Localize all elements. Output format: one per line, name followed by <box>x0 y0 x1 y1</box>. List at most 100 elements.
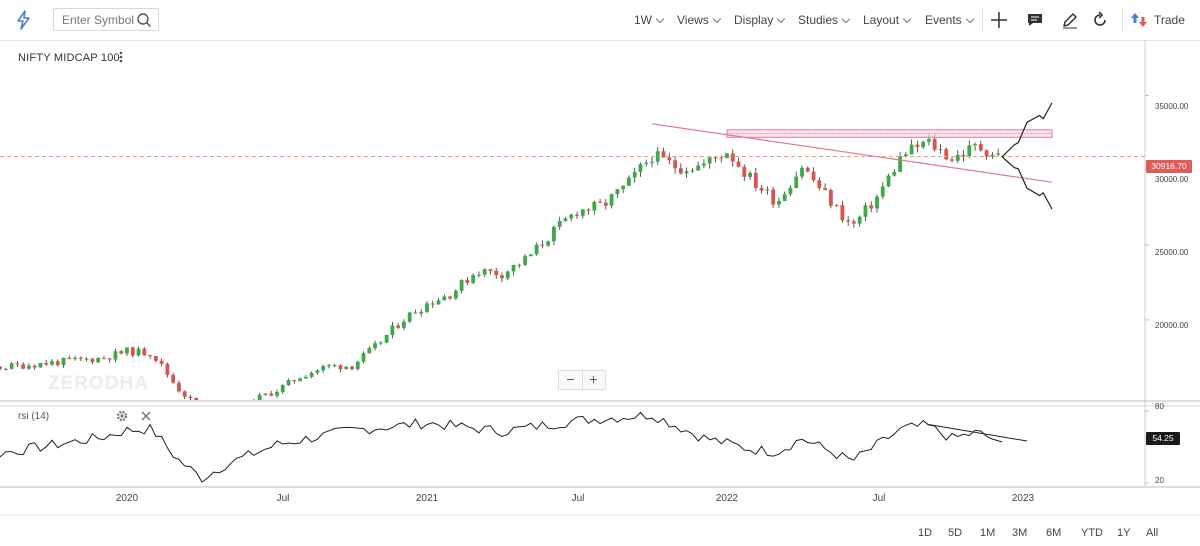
range-5d[interactable]: 5D <box>948 527 963 539</box>
candle-body <box>903 154 908 157</box>
candle-body <box>355 361 360 370</box>
zoom-controls: − + <box>558 370 606 390</box>
candle-body <box>159 360 164 364</box>
pencil-icon[interactable] <box>1060 10 1080 30</box>
candle-body <box>673 160 677 169</box>
candle-body <box>73 357 77 359</box>
symbol-search[interactable] <box>53 8 159 31</box>
range-1d[interactable]: 1D <box>918 527 933 539</box>
display-label: Display <box>734 13 774 27</box>
candle-body <box>921 141 926 148</box>
candle-body <box>915 144 920 148</box>
candle-body <box>194 398 199 400</box>
candle-body <box>96 358 101 363</box>
candle-body <box>736 161 741 167</box>
candle-body <box>61 357 66 366</box>
candle-body <box>955 154 960 161</box>
top-toolbar: 1W Views Display Studies Layout Events T… <box>0 0 1200 41</box>
gear-icon[interactable] <box>115 409 129 423</box>
views-label: Views <box>677 13 709 27</box>
candle-body <box>107 358 112 360</box>
candle-body <box>609 194 614 206</box>
candle-body <box>384 335 389 343</box>
interval-menu[interactable]: 1W <box>634 13 665 27</box>
candle-body <box>50 361 54 365</box>
candle-body <box>788 187 793 195</box>
candle-body <box>9 363 14 369</box>
candle-body <box>753 173 758 189</box>
layout-menu[interactable]: Layout <box>863 13 912 27</box>
close-icon[interactable] <box>139 409 153 423</box>
trade-button[interactable]: Trade <box>1154 13 1185 27</box>
display-menu[interactable]: Display <box>734 13 786 27</box>
trade-arrows-icon[interactable] <box>1129 10 1149 30</box>
candle-body <box>690 170 695 172</box>
candle-body <box>805 167 810 172</box>
candle-body <box>453 290 458 299</box>
candle-body <box>136 348 141 356</box>
refresh-icon[interactable] <box>1090 10 1110 30</box>
search-input[interactable] <box>62 10 134 29</box>
candle-body <box>552 226 556 242</box>
range-ytd[interactable]: YTD <box>1081 527 1103 539</box>
price-tick: 20000.00 <box>1155 321 1189 330</box>
toolbar-divider <box>1122 8 1123 32</box>
candle-body <box>627 177 631 186</box>
candle-body <box>171 374 176 383</box>
interval-label: 1W <box>634 13 652 27</box>
symbol-title[interactable]: NIFTY MIDCAP 100 <box>18 52 120 64</box>
candle-body <box>707 157 712 164</box>
candle-body <box>898 156 902 172</box>
rsi-tick: 20 <box>1155 476 1164 485</box>
candle-body <box>67 357 72 359</box>
zoom-out-button[interactable]: − <box>559 371 583 389</box>
kite-logo-icon[interactable] <box>12 8 36 32</box>
candle-body <box>823 188 827 190</box>
candle-body <box>298 378 302 382</box>
candle-body <box>223 418 227 419</box>
candle-body <box>961 154 966 157</box>
chevron-down-icon <box>655 14 665 24</box>
candle-body <box>235 409 239 418</box>
candle-body <box>696 165 701 171</box>
candle-body <box>927 139 931 142</box>
candle-body <box>350 366 354 370</box>
candle-body <box>84 358 89 360</box>
candle-body <box>448 296 452 299</box>
range-3m[interactable]: 3M <box>1012 527 1028 539</box>
range-1m[interactable]: 1M <box>980 527 996 539</box>
watermark: ZERODHA <box>48 373 149 394</box>
zoom-in-button[interactable]: + <box>589 371 598 387</box>
candle-body <box>494 270 499 276</box>
candle-body <box>240 409 244 410</box>
candle-body <box>367 348 372 354</box>
crosshair-icon[interactable] <box>989 10 1009 30</box>
views-menu[interactable]: Views <box>677 13 722 27</box>
candle-body <box>984 150 989 157</box>
candle-body <box>3 368 8 370</box>
candle-body <box>165 363 170 375</box>
search-icon[interactable] <box>136 12 152 28</box>
range-1y[interactable]: 1Y <box>1117 527 1131 539</box>
studies-menu[interactable]: Studies <box>798 13 851 27</box>
price-candles <box>0 134 1001 419</box>
candle-body <box>852 221 856 224</box>
candles-clip <box>0 134 1001 419</box>
range-all[interactable]: All <box>1146 527 1159 539</box>
candle-body <box>563 218 568 222</box>
comment-icon[interactable] <box>1025 10 1045 30</box>
rsi-trendline <box>926 423 1028 442</box>
candle-body <box>863 205 868 217</box>
more-options-icon[interactable] <box>118 50 124 64</box>
candle-body <box>292 380 297 382</box>
candle-body <box>425 303 429 312</box>
candle-body <box>603 202 608 206</box>
candle-body <box>419 311 424 314</box>
events-menu[interactable]: Events <box>925 13 974 27</box>
chevron-down-icon <box>965 14 974 24</box>
range-6m[interactable]: 6M <box>1046 527 1062 539</box>
candle-body <box>102 358 106 360</box>
candle-body <box>534 244 539 255</box>
rsi-study-label: rsi (14) <box>18 411 50 422</box>
